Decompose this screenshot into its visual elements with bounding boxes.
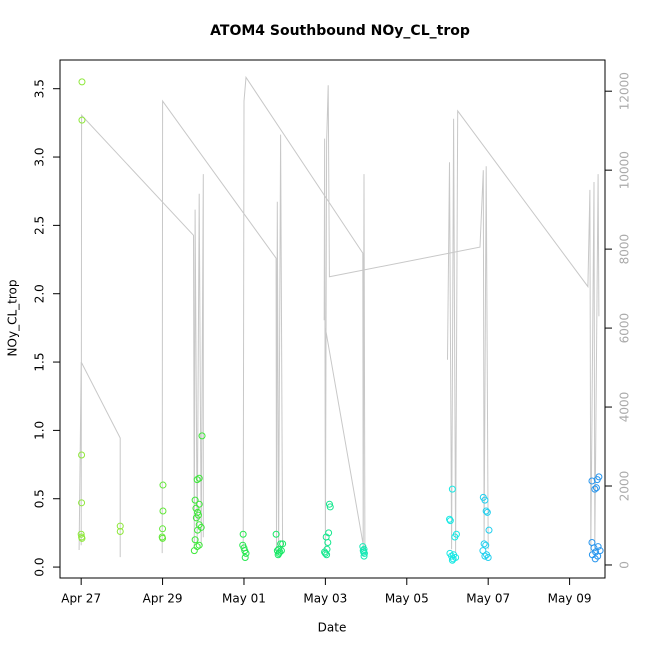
point — [321, 549, 329, 557]
point — [78, 78, 86, 86]
y-tick-label: 1.5 — [33, 353, 47, 372]
chart-title: ATOM4 Southbound NOy_CL_trop — [210, 23, 470, 39]
point — [446, 517, 454, 525]
x-tick-label: May 07 — [466, 592, 510, 606]
y2-tick-label: 10000 — [618, 151, 632, 189]
point — [78, 534, 86, 542]
point — [195, 541, 203, 549]
point — [591, 485, 599, 493]
point — [449, 555, 457, 563]
point — [239, 530, 247, 538]
point — [325, 500, 333, 508]
point — [159, 534, 167, 542]
point — [451, 533, 459, 541]
point — [481, 552, 489, 560]
point — [241, 553, 249, 561]
y2-tick-label: 12000 — [618, 72, 632, 110]
y2-tick-label: 6000 — [618, 313, 632, 344]
point — [483, 508, 491, 516]
x-tick-label: Apr 29 — [143, 592, 183, 606]
point — [360, 552, 368, 560]
point — [116, 522, 124, 530]
point — [323, 551, 331, 559]
point — [326, 503, 334, 511]
point — [193, 476, 201, 484]
y2-tick-label: 0 — [618, 561, 632, 569]
point — [116, 528, 124, 536]
point — [588, 477, 596, 485]
point — [448, 485, 456, 493]
point — [482, 541, 490, 549]
point — [192, 514, 200, 522]
point — [485, 526, 493, 534]
x-tick-label: May 09 — [548, 592, 592, 606]
x-axis-label: Date — [318, 621, 347, 635]
point — [242, 549, 250, 557]
point — [195, 474, 203, 482]
x-tick-label: May 05 — [385, 592, 429, 606]
point — [78, 451, 86, 459]
point — [193, 543, 201, 551]
y-tick-label: 1.0 — [33, 421, 47, 440]
y-tick-label: 3.5 — [33, 79, 47, 98]
point — [159, 507, 167, 515]
y-tick-label: 2.5 — [33, 216, 47, 235]
point — [192, 504, 200, 512]
point — [360, 548, 368, 556]
point — [324, 538, 332, 546]
point — [481, 496, 489, 504]
point — [272, 530, 280, 538]
point — [78, 499, 86, 507]
point — [484, 553, 492, 561]
y-tick-label: 0.5 — [33, 489, 47, 508]
y2-tick-label: 8000 — [618, 234, 632, 265]
y-tick-label: 3.0 — [33, 147, 47, 166]
y-tick-label: 0.0 — [33, 558, 47, 577]
point — [277, 547, 285, 555]
point — [592, 484, 600, 492]
point — [482, 507, 490, 515]
point — [446, 515, 454, 523]
point — [448, 556, 456, 564]
point — [77, 530, 85, 538]
point — [360, 545, 368, 553]
x-tick-label: Apr 27 — [61, 592, 101, 606]
y-axis-label: NOy_CL_trop — [6, 280, 20, 357]
point — [159, 525, 167, 533]
point — [279, 540, 287, 548]
y2-tick-label: 2000 — [618, 471, 632, 502]
point — [198, 432, 206, 440]
x-tick-label: May 03 — [303, 592, 347, 606]
point — [590, 544, 598, 552]
x-tick-label: May 01 — [222, 592, 266, 606]
point — [194, 526, 202, 534]
y2-tick-label: 4000 — [618, 392, 632, 423]
point — [360, 549, 368, 557]
y-tick-label: 2.0 — [33, 284, 47, 303]
point — [591, 555, 599, 563]
altitude-line — [78, 75, 600, 558]
point — [191, 536, 199, 544]
plot-frame — [59, 59, 606, 579]
point — [480, 540, 488, 548]
point — [191, 496, 199, 504]
point — [78, 116, 86, 124]
point — [159, 481, 167, 489]
